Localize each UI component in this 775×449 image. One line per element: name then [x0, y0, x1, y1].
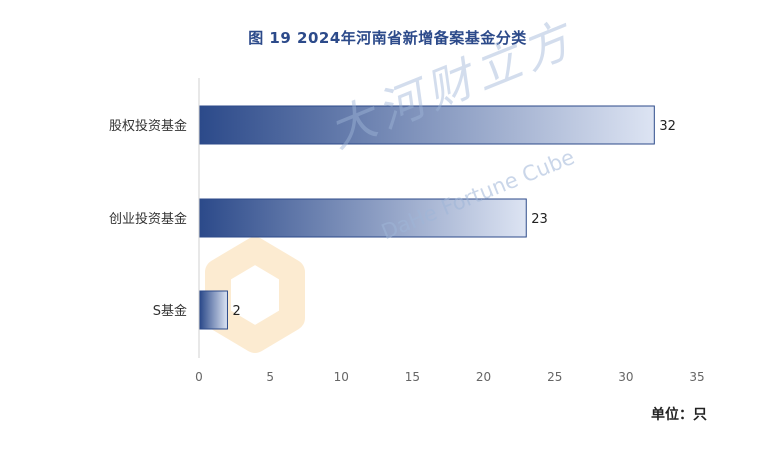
x-axis-ticks: 0 5 10 15 20 25 30 35: [195, 370, 704, 384]
watermark-hexagon-icon: [205, 237, 305, 353]
x-tick-label: 0: [195, 370, 203, 384]
bar: [199, 198, 527, 238]
x-tick-label: 25: [547, 370, 562, 384]
x-tick-label: 35: [689, 370, 704, 384]
x-tick-label: 10: [334, 370, 349, 384]
category-label: S基金: [153, 303, 187, 319]
category-label: 股权投资基金: [109, 118, 187, 134]
bar: [199, 105, 655, 145]
x-tick-label: 20: [476, 370, 491, 384]
category-label: 创业投资基金: [109, 211, 187, 227]
chart-title: 图 19 2024年河南省新增备案基金分类: [248, 29, 527, 47]
bars-layer: 股权投资基金 32 创业投资基金 23 S基金 2: [109, 105, 676, 330]
x-tick-label: 30: [618, 370, 633, 384]
unit-label: 单位：只: [651, 407, 707, 423]
data-label: 2: [232, 304, 240, 319]
bar: [199, 290, 228, 330]
data-label: 23: [531, 212, 548, 227]
data-label: 32: [659, 119, 676, 134]
x-tick-label: 5: [266, 370, 274, 384]
x-tick-label: 15: [405, 370, 420, 384]
